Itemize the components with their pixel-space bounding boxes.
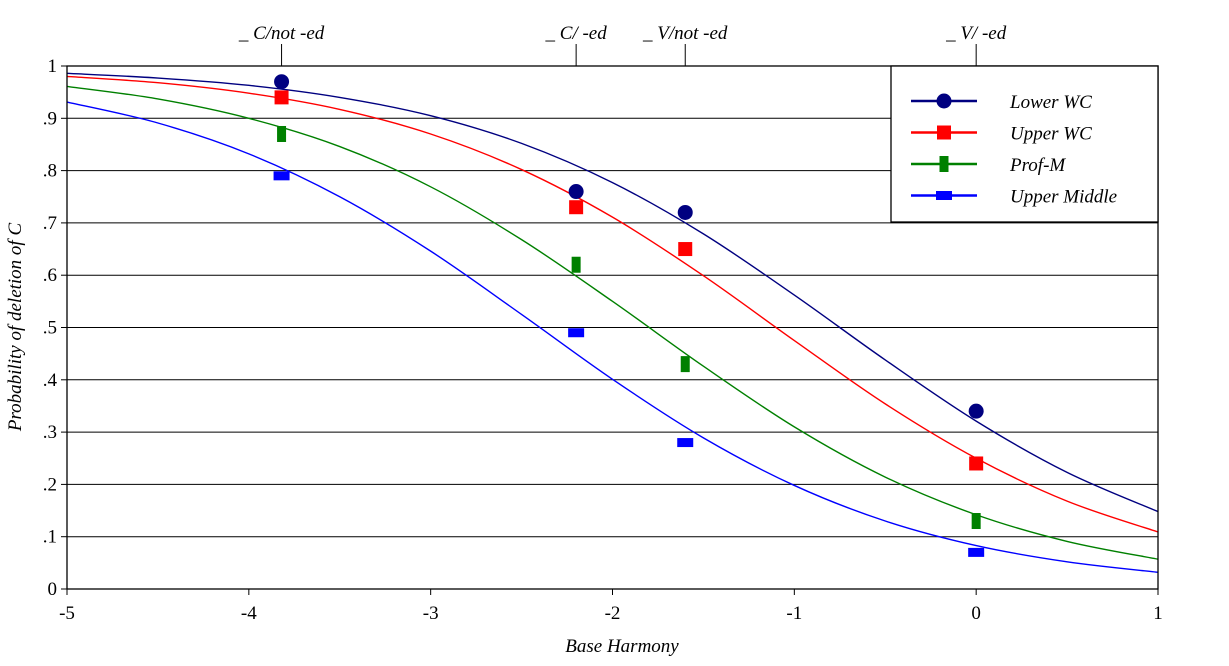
data-point — [274, 90, 289, 105]
top-tick-label: _ V/ -ed — [945, 23, 1007, 44]
data-point — [968, 403, 984, 419]
y-axis: 0 .1 .2 .3 .4 .5 .6 .7 .8 .9 1 — [43, 56, 67, 600]
top-axis: _ C/not -ed _ C/ -ed _ V/not -ed _ V/ -ed — [238, 23, 1007, 66]
data-points — [273, 74, 985, 557]
data-point — [678, 242, 693, 257]
data-point — [273, 171, 290, 181]
top-tick-label: _ C/not -ed — [238, 23, 325, 44]
curve-lower-wc — [66, 72, 1159, 513]
y-tick-label: 0 — [48, 579, 58, 600]
x-tick-label: -4 — [241, 603, 257, 624]
x-axis: -5 -4 -3 -2 -1 0 1 — [59, 589, 1163, 624]
curve-upper-middle — [66, 101, 1159, 573]
top-tick-label: _ C/ -ed — [545, 23, 608, 44]
y-tick-label: .1 — [43, 527, 57, 548]
data-point — [569, 200, 584, 215]
legend-label: Lower WC — [1009, 92, 1092, 113]
x-tick-label: 1 — [1153, 603, 1163, 624]
y-tick-label: .8 — [43, 161, 57, 182]
top-tick-label: _ V/not -ed — [642, 23, 728, 44]
y-tick-label: .3 — [43, 422, 57, 443]
legend-label: Prof-M — [1009, 155, 1066, 176]
data-point — [677, 204, 693, 220]
x-tick-label: -5 — [59, 603, 75, 624]
x-tick-label: -3 — [423, 603, 439, 624]
y-tick-label: .5 — [43, 318, 57, 339]
data-point — [568, 328, 585, 338]
legend-marker — [936, 93, 952, 109]
y-tick-label: 1 — [48, 56, 58, 77]
legend: Lower WC Upper WC Prof-M Upper Middle — [890, 65, 1159, 223]
y-tick-label: .4 — [43, 370, 58, 391]
data-point — [969, 456, 984, 471]
legend-marker — [936, 191, 952, 200]
x-tick-label: -2 — [605, 603, 621, 624]
legend-marker — [939, 156, 949, 172]
x-tick-label: -1 — [786, 603, 802, 624]
y-tick-label: .7 — [43, 213, 57, 234]
data-point — [571, 256, 581, 273]
legend-marker — [937, 125, 951, 140]
y-tick-label: .2 — [43, 474, 57, 495]
gridlines — [67, 117, 1158, 538]
y-tick-label: .6 — [43, 265, 57, 286]
y-axis-label: Probability of deletion of C — [5, 223, 26, 433]
data-point — [971, 513, 981, 530]
legend-label: Upper WC — [1010, 124, 1092, 145]
data-point — [277, 125, 287, 142]
x-tick-label: 0 — [971, 603, 981, 624]
data-point — [568, 184, 584, 200]
legend-label: Upper Middle — [1010, 187, 1117, 208]
data-point — [968, 547, 985, 557]
y-tick-label: .9 — [43, 108, 57, 129]
data-point — [677, 438, 694, 448]
data-point — [274, 74, 290, 90]
x-axis-label: Base Harmony — [565, 636, 679, 657]
data-point — [680, 356, 690, 373]
